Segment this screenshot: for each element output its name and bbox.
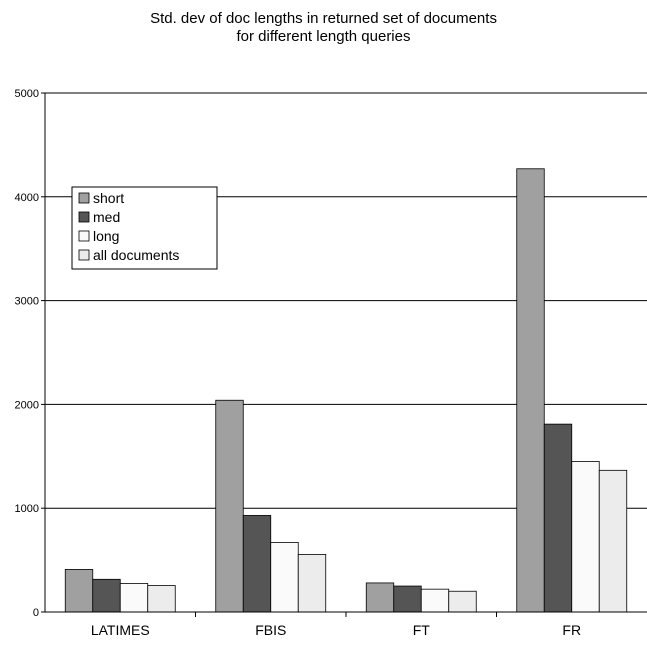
legend-box — [71, 186, 218, 270]
legend: short med long all documents — [71, 186, 218, 270]
x-category-label: LATIMES — [91, 622, 150, 638]
chart-title: Std. dev of doc lengths in returned set … — [0, 10, 647, 46]
bar-latimes-short — [64, 569, 94, 613]
y-tick-label: 3000 — [15, 296, 39, 308]
bar-fbis-med — [242, 515, 272, 613]
bar-ft-med — [393, 585, 422, 613]
bar-latimes-long — [119, 583, 149, 613]
bar-fr-short — [516, 168, 545, 613]
bar-ft-short — [365, 582, 395, 613]
chart-title-line-1: Std. dev of doc lengths in returned set … — [150, 10, 497, 27]
bar-fbis-long — [270, 542, 299, 613]
y-tick-label: 5000 — [15, 88, 39, 100]
x-category-label: FT — [413, 622, 431, 638]
x-axis-categories: LATIMES FBIS FT FR — [91, 612, 581, 638]
y-tick-label: 2000 — [15, 399, 39, 411]
x-category-label: FBIS — [255, 622, 286, 638]
y-tick-label: 1000 — [15, 503, 39, 515]
legend-swatch-all-documents — [78, 249, 90, 261]
bar-latimes-all-documents — [147, 585, 176, 613]
bar-fr-all-documents — [598, 469, 628, 613]
legend-swatch-long — [78, 230, 90, 242]
chart-title-line-2: for different length queries — [236, 28, 411, 45]
bar-fbis-all-documents — [297, 553, 327, 613]
y-tick-label: 0 — [33, 607, 39, 619]
legend-swatch-med — [78, 211, 90, 223]
bar-fr-med — [543, 423, 573, 613]
legend-swatch-short — [78, 192, 90, 204]
bar-ft-long — [420, 588, 450, 613]
bar-fbis-short — [215, 399, 244, 613]
bars — [64, 168, 628, 613]
legend-label: long — [93, 228, 119, 244]
legend-label: short — [93, 190, 124, 206]
x-category-label: FR — [562, 622, 581, 638]
bar-latimes-med — [92, 578, 121, 613]
bar-fr-long — [571, 461, 600, 613]
bar-ft-all-documents — [448, 590, 477, 613]
y-axis-ticks: 0 1000 2000 3000 4000 5000 — [15, 88, 45, 619]
y-tick-label: 4000 — [15, 192, 39, 204]
legend-label: all documents — [93, 247, 179, 263]
legend-label: med — [93, 209, 120, 225]
